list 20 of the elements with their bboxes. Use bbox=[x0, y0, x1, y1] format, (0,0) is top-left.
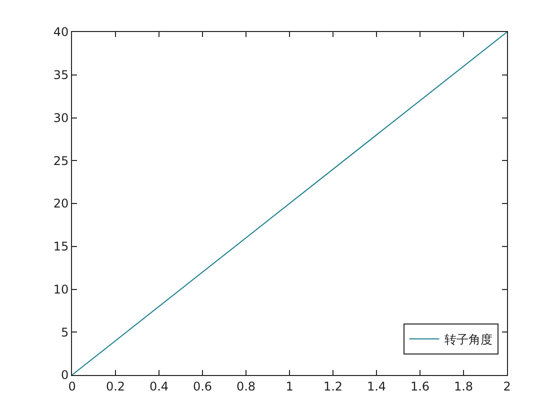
x-tick-label: 0.4 bbox=[149, 379, 169, 394]
y-tick-label: 10 bbox=[53, 282, 69, 296]
y-tick-label: 20 bbox=[53, 196, 69, 211]
x-tick-label: 1.6 bbox=[410, 379, 430, 394]
x-tick-label: 1.4 bbox=[366, 379, 386, 394]
x-tick-label: 1 bbox=[286, 379, 294, 394]
y-tick-label: 25 bbox=[53, 154, 69, 168]
x-tick-label: 2 bbox=[503, 379, 511, 394]
y-tick-label: 0 bbox=[60, 368, 69, 382]
x-tick-label: 1.8 bbox=[454, 379, 474, 394]
legend-label: 转子角度 bbox=[444, 332, 492, 347]
x-tick-label: 0.6 bbox=[192, 379, 212, 394]
x-tick-label: 0.8 bbox=[236, 379, 256, 394]
y-tick-label: 15 bbox=[53, 240, 69, 254]
y-tick-label: 30 bbox=[53, 110, 69, 125]
y-tick-label: 5 bbox=[60, 325, 69, 340]
x-tick-label: 0.2 bbox=[106, 379, 126, 394]
y-tick-label: 40 bbox=[53, 25, 69, 40]
x-tick-label: 1.2 bbox=[323, 379, 343, 394]
y-tick-label: 35 bbox=[53, 68, 69, 82]
